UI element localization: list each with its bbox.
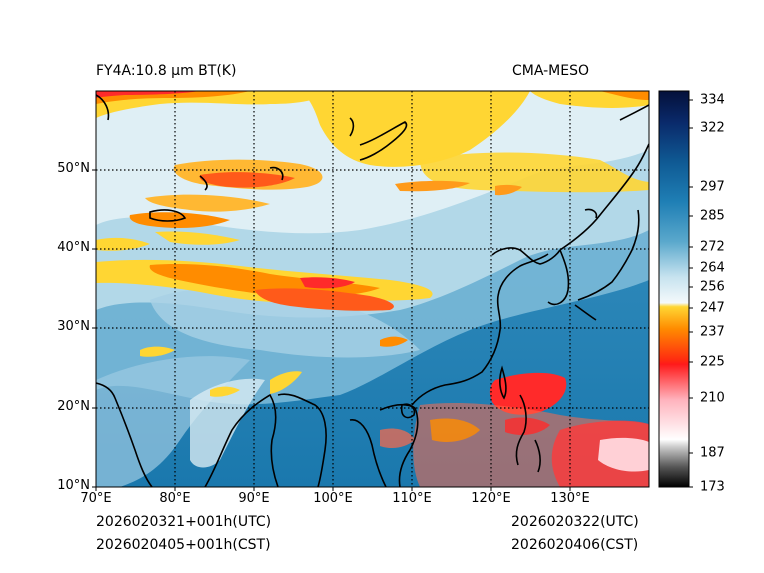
lat-label-30: 30°N	[57, 319, 90, 334]
lon-label-110: 110°E	[392, 491, 432, 506]
colorbar-label-173: 173	[700, 479, 725, 495]
colorbar-label-225: 225	[700, 354, 725, 370]
init-time-utc: 2026020321+001h(UTC)	[96, 514, 272, 530]
valid-time-cst: 2026020406(CST)	[511, 537, 639, 553]
colorbar-label-322: 322	[700, 120, 725, 136]
model-name: CMA-MESO	[512, 63, 590, 79]
colorbar-label-187: 187	[700, 445, 725, 461]
colorbar-label-210: 210	[700, 390, 725, 406]
valid-time-utc: 2026020322(UTC)	[511, 514, 639, 530]
colorbar-label-237: 237	[700, 324, 725, 340]
lat-label-50: 50°N	[57, 161, 90, 176]
colorbar-label-256: 256	[700, 279, 725, 295]
axis-ticks	[92, 169, 571, 491]
colorbar-label-334: 334	[700, 92, 725, 108]
colorbar-ramp	[659, 91, 689, 487]
colorbar-frame	[658, 90, 690, 488]
colorbar-label-285: 285	[700, 208, 725, 224]
init-time-cst: 2026020405+001h(CST)	[96, 537, 271, 553]
lat-label-10: 10°N	[57, 478, 90, 493]
coastlines	[96, 94, 649, 487]
graticule	[96, 91, 649, 487]
colorbar-ticks	[689, 99, 693, 488]
lat-label-20: 20°N	[57, 399, 90, 414]
lon-label-90: 90°E	[238, 491, 270, 506]
satellite-image	[96, 91, 649, 487]
lon-label-120: 120°E	[471, 491, 511, 506]
colorbar-label-297: 297	[700, 179, 725, 195]
lon-label-70: 70°E	[80, 491, 112, 506]
colorbar-label-264: 264	[700, 260, 725, 276]
map-frame	[95, 90, 650, 488]
colorbar-label-247: 247	[700, 300, 725, 316]
map-title: FY4A:10.8 μm BT(K)	[96, 63, 237, 79]
lon-label-100: 100°E	[313, 491, 353, 506]
lon-label-80: 80°E	[159, 491, 191, 506]
colorbar-label-272: 272	[700, 239, 725, 255]
lon-label-130: 130°E	[550, 491, 590, 506]
lat-label-40: 40°N	[57, 240, 90, 255]
